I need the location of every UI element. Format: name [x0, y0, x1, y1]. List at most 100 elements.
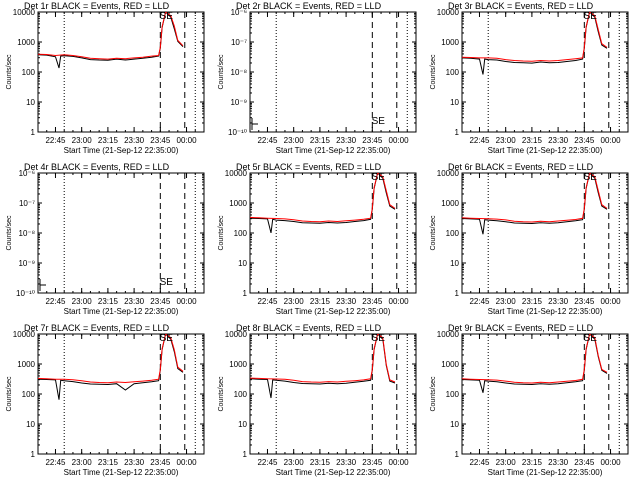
y-axis-label: Counts/sec — [430, 54, 437, 90]
y-tick-label: 10⁻⁸ — [231, 68, 248, 77]
x-tick-label: 23:45 — [362, 136, 383, 145]
x-axis-label: Start Time (21-Sep-12 22:35:00) — [64, 146, 179, 155]
y-tick-label: 10⁻⁸ — [19, 229, 36, 238]
lld-series-line — [462, 334, 608, 384]
y-tick-label: 100 — [234, 229, 248, 238]
x-tick-label: 22:45 — [469, 297, 490, 306]
y-tick-label: 10 — [238, 420, 247, 429]
panel-title: Det 6r BLACK = Events, RED = LLD — [448, 162, 594, 172]
x-tick-label: 22:45 — [45, 458, 66, 467]
detector-panel: Det 7r BLACK = Events, RED = LLD 1 10 100 10… — [6, 323, 205, 477]
y-axis-label: Counts/sec — [6, 215, 13, 251]
se-annotation: SE — [160, 277, 174, 288]
x-tick-label: 23:45 — [150, 136, 171, 145]
detector-panel: Det 3r BLACK = Events, RED = LLD 1 10 100 10… — [430, 1, 629, 155]
panel-title: Det 4r BLACK = Events, RED = LLD — [24, 162, 170, 172]
x-tick-label: 00:00 — [177, 136, 198, 145]
detector-panel: Det 2r BLACK = Events, RED = LLD 10⁻¹⁰ 10⁻… — [218, 1, 417, 155]
plot-frame — [461, 333, 629, 455]
x-tick-label: 23:30 — [548, 458, 569, 467]
x-tick-label: 23:15 — [310, 297, 331, 306]
y-tick-label: 10⁻⁶ — [231, 8, 247, 17]
x-tick-label: 23:15 — [98, 136, 119, 145]
y-tick-label: 1 — [243, 289, 248, 298]
x-tick-label: 23:15 — [522, 136, 543, 145]
x-tick-label: 00:00 — [389, 136, 410, 145]
x-tick-label: 23:00 — [496, 297, 517, 306]
y-axis-label: Counts/sec — [430, 376, 437, 412]
x-tick-label: 23:30 — [548, 136, 569, 145]
y-axis-label: Counts/sec — [430, 215, 437, 251]
detector-panel: Det 5r BLACK = Events, RED = LLD 1 10 100 10… — [218, 162, 417, 316]
detector-panel: Det 1r BLACK = Events, RED = LLD 1 10 100 10… — [6, 1, 205, 155]
x-axis-label: Start Time (21-Sep-12 22:35:00) — [276, 146, 391, 155]
x-tick-label: 22:45 — [45, 136, 66, 145]
y-tick-label: 100 — [22, 68, 36, 77]
lld-series-line — [38, 334, 184, 384]
y-tick-label: 1000 — [441, 360, 459, 369]
plot-frame — [461, 172, 629, 294]
y-tick-label: 10 — [450, 98, 459, 107]
y-tick-label: 10⁻⁷ — [231, 38, 247, 47]
lld-series-line — [462, 12, 608, 62]
se-annotation: SE — [584, 172, 598, 183]
x-axis-label: Start Time (21-Sep-12 22:35:00) — [276, 307, 391, 316]
se-annotation: SE — [584, 11, 598, 22]
y-tick-label: 10000 — [13, 8, 36, 17]
detector-panel: Det 9r BLACK = Events, RED = LLD 1 10 100 10… — [430, 323, 629, 477]
y-axis-label: Counts/sec — [6, 54, 13, 90]
y-tick-label: 10 — [26, 98, 35, 107]
y-tick-label: 10⁻¹⁰ — [228, 128, 247, 137]
x-tick-label: 23:30 — [336, 297, 357, 306]
x-tick-label: 23:15 — [522, 458, 543, 467]
x-tick-label: 23:15 — [310, 458, 331, 467]
x-tick-label: 22:45 — [469, 458, 490, 467]
y-axis-label: Counts/sec — [6, 376, 13, 412]
x-tick-label: 00:00 — [389, 297, 410, 306]
y-tick-label: 10 — [238, 259, 247, 268]
y-tick-label: 10000 — [437, 8, 460, 17]
y-tick-label: 100 — [234, 390, 248, 399]
y-tick-label: 10000 — [437, 330, 460, 339]
x-tick-label: 23:45 — [362, 297, 383, 306]
y-tick-label: 1000 — [229, 199, 247, 208]
x-tick-label: 23:30 — [124, 297, 145, 306]
x-tick-label: 23:00 — [496, 136, 517, 145]
x-tick-label: 23:30 — [548, 297, 569, 306]
lld-series-line — [250, 173, 396, 223]
lld-series-line — [38, 12, 184, 60]
x-axis-label: Start Time (21-Sep-12 22:35:00) — [488, 468, 603, 477]
se-annotation: SE — [372, 172, 386, 183]
y-tick-label: 1000 — [441, 38, 459, 47]
panel-title: Det 7r BLACK = Events, RED = LLD — [24, 323, 170, 333]
plot-frame — [37, 172, 205, 294]
x-tick-label: 23:15 — [310, 136, 331, 145]
x-tick-label: 23:45 — [150, 297, 171, 306]
plot-frame — [37, 11, 205, 133]
y-tick-label: 10⁻⁹ — [18, 259, 35, 268]
y-tick-label: 1000 — [17, 38, 35, 47]
y-tick-label: 10 — [26, 420, 35, 429]
y-tick-label: 1 — [31, 128, 36, 137]
x-tick-label: 23:00 — [284, 136, 305, 145]
plot-frame — [461, 11, 629, 133]
y-tick-label: 10000 — [437, 169, 460, 178]
y-tick-label: 10000 — [13, 330, 36, 339]
y-tick-label: 100 — [446, 390, 460, 399]
x-axis-label: Start Time (21-Sep-12 22:35:00) — [64, 307, 179, 316]
x-tick-label: 23:45 — [150, 458, 171, 467]
y-tick-label: 1000 — [441, 199, 459, 208]
plot-frame — [37, 333, 205, 455]
y-tick-label: 10 — [450, 420, 459, 429]
x-tick-label: 23:00 — [496, 458, 517, 467]
detector-panel: Det 8r BLACK = Events, RED = LLD 1 10 100 10… — [218, 323, 417, 477]
plot-frame — [249, 172, 417, 294]
se-annotation: SE — [372, 116, 386, 127]
y-tick-label: 100 — [22, 390, 36, 399]
x-tick-label: 22:45 — [45, 297, 66, 306]
x-tick-label: 23:30 — [124, 136, 145, 145]
panel-title: Det 2r BLACK = Events, RED = LLD — [236, 1, 382, 11]
y-tick-label: 1 — [31, 450, 36, 459]
